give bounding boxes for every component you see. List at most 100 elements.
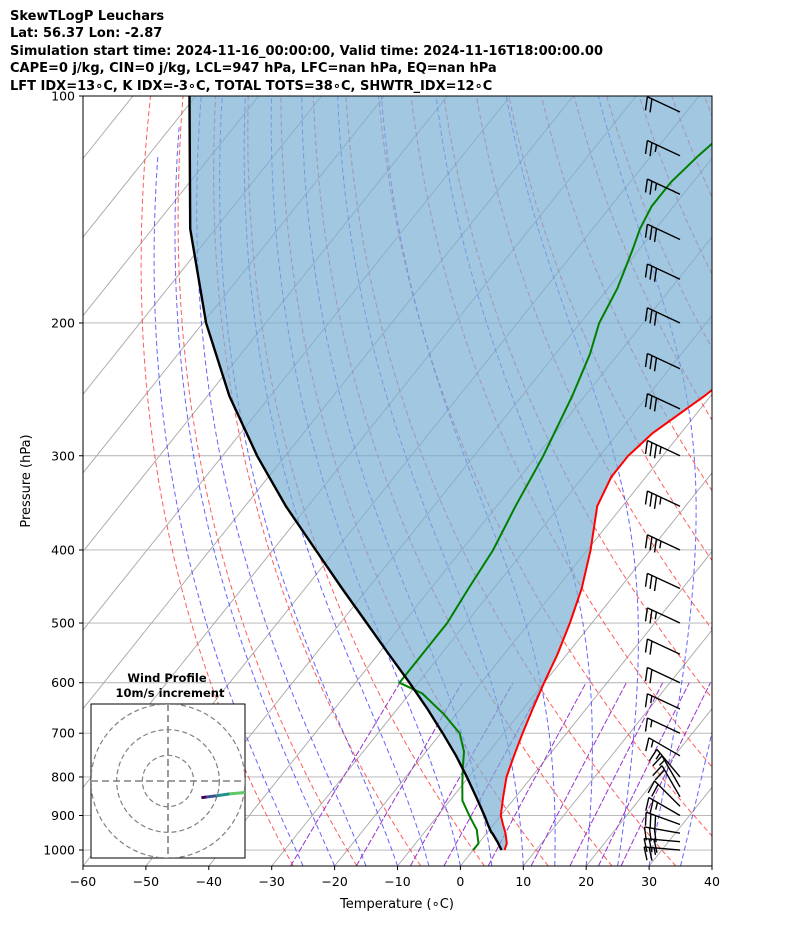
- barb-flag: [644, 812, 647, 826]
- wind-barb: [644, 178, 681, 195]
- barb-half-flag: [655, 802, 659, 810]
- wind-barb: [645, 796, 681, 817]
- barb-staff: [647, 223, 681, 241]
- wind-barb: [648, 748, 681, 778]
- barb-flag: [644, 393, 649, 408]
- barb-flag: [644, 607, 649, 622]
- mixing-ratio-lines: [290, 682, 711, 866]
- barb-staff: [644, 826, 681, 834]
- barb-half-flag: [654, 611, 658, 620]
- barb-half-flag: [659, 446, 662, 455]
- wind-barb: [644, 223, 681, 243]
- parcel-line: [188, 96, 503, 851]
- barb-flag: [653, 228, 658, 243]
- y-tick-label: 200: [51, 315, 75, 330]
- barb-flag: [649, 669, 653, 684]
- isotherm-line: [0, 96, 70, 866]
- wind-barb: [652, 755, 681, 788]
- barb-staff: [648, 737, 681, 757]
- barb-half-flag: [650, 695, 653, 704]
- wind-barb: [643, 846, 681, 861]
- barb-staff: [644, 846, 681, 851]
- barb-flag: [653, 397, 658, 412]
- y-tick-label: 800: [51, 769, 75, 784]
- x-tick-label: 10: [515, 874, 531, 889]
- wind-barb: [644, 717, 681, 734]
- barb-flag: [644, 140, 649, 155]
- barb-staff: [661, 755, 681, 788]
- barb-flag: [653, 828, 657, 843]
- wind-barb: [644, 534, 681, 553]
- barb-staff: [645, 811, 681, 826]
- y-tick-label: 100: [51, 89, 75, 104]
- barb-flag: [647, 780, 656, 794]
- mixing-ratio-line: [290, 682, 401, 866]
- barb-flag: [643, 826, 647, 841]
- barb-flag: [648, 838, 653, 853]
- hodograph-segment: [201, 795, 207, 800]
- x-tick-label: −30: [259, 874, 285, 889]
- barb-flag: [653, 538, 658, 553]
- barb-staff: [647, 352, 681, 370]
- barb-flag: [644, 353, 649, 368]
- station-coordinates: Lat: 56.37 Lon: -2.87: [10, 26, 163, 42]
- barb-half-flag: [655, 752, 661, 760]
- isotherm-line: [460, 550, 712, 866]
- barb-half-flag: [659, 540, 662, 549]
- moist-adiabat: [711, 863, 712, 866]
- barb-flag: [644, 307, 649, 322]
- barb-half-flag: [650, 740, 654, 748]
- wind-barb: [652, 765, 681, 798]
- barb-staff: [644, 837, 681, 843]
- barb-flag: [644, 638, 649, 653]
- wind-barb: [644, 666, 681, 684]
- y-tick-label: 600: [51, 675, 75, 690]
- barb-flag: [653, 444, 658, 459]
- x-tick-label: 0: [456, 874, 464, 889]
- barb-flag: [644, 263, 649, 278]
- stability-indices-2: LFT IDX=13∘C, K IDX=-3∘C, TOTAL TOTS=38∘…: [10, 78, 493, 94]
- wind-barb: [645, 737, 681, 757]
- profile-lines: [188, 96, 712, 851]
- barb-flag: [649, 98, 653, 113]
- barb-flag: [649, 799, 654, 814]
- barb-flag: [643, 838, 648, 853]
- barb-flag: [649, 536, 653, 551]
- mixing-ratio-line: [597, 682, 690, 866]
- barb-flag: [649, 142, 653, 157]
- chart-header: SkewTLogP Leuchars Lat: 56.37 Lon: -2.87…: [10, 8, 603, 95]
- barb-staff: [647, 307, 681, 324]
- mixing-ratio-line: [620, 682, 711, 866]
- barb-staff: [647, 96, 681, 113]
- barb-flag: [649, 309, 653, 324]
- barb-staff: [661, 765, 681, 798]
- barb-flag: [649, 266, 653, 280]
- x-tick-label: −50: [133, 874, 159, 889]
- barb-flag: [648, 827, 652, 842]
- wind-barb: [644, 139, 681, 157]
- barb-staff: [647, 572, 681, 590]
- barb-staff: [647, 693, 681, 710]
- barb-staff: [654, 780, 681, 807]
- barb-flag: [649, 395, 653, 410]
- wind-barb: [644, 307, 681, 326]
- y-tick-label: 700: [51, 726, 75, 741]
- x-axis-ticks: −60 −50 −40 −30 −20 −10 0 10 20 30 40: [70, 866, 720, 889]
- simulation-times: Simulation start time: 2024-11-16_00:00:…: [10, 43, 603, 59]
- barb-flag: [644, 667, 649, 682]
- barb-staff: [647, 638, 681, 655]
- x-tick-label: 30: [641, 874, 657, 889]
- stability-indices-1: CAPE=0 j/kg, CIN=0 j/kg, LCL=947 hPa, LF…: [10, 61, 497, 77]
- barb-flag: [644, 440, 649, 455]
- hodograph-subtitle: 10m/s increment: [116, 686, 225, 700]
- barb-flag: [644, 693, 649, 708]
- dry-adiabat: [573, 96, 712, 422]
- cin-shading: [189, 96, 712, 850]
- barb-flag: [649, 609, 653, 624]
- barb-flag: [644, 178, 649, 193]
- mixing-ratio-line: [355, 682, 463, 866]
- barb-flag: [652, 765, 663, 777]
- barb-half-flag: [653, 847, 657, 856]
- y-tick-label: 400: [51, 542, 75, 557]
- mixing-ratio-line: [530, 682, 627, 866]
